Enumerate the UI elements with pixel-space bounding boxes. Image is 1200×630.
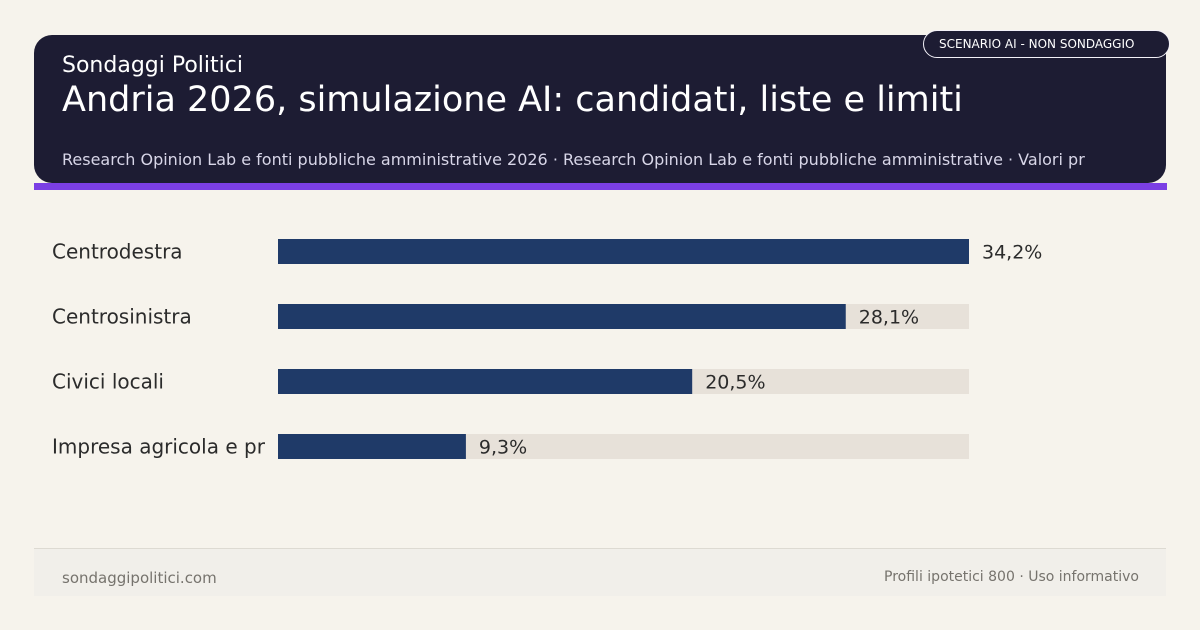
bar-impresa-agricola-e-pr: [278, 434, 466, 459]
scenario-badge: SCENARIO AI - NON SONDAGGIO: [923, 30, 1170, 58]
category-label: Impresa agricola e pr: [52, 435, 266, 459]
footer-site: sondaggipolitici.com: [62, 569, 217, 587]
category-label: Civici locali: [52, 370, 164, 394]
bar-centrosinistra: [278, 304, 846, 329]
value-label: 34,2%: [982, 242, 1042, 264]
header-accent-line: [34, 183, 1167, 190]
footer: sondaggipolitici.com Profili ipotetici 8…: [34, 548, 1166, 596]
value-label: 20,5%: [705, 372, 765, 394]
chart-title: Andria 2026, simulazione AI: candidati, …: [62, 80, 963, 120]
value-label: 28,1%: [859, 307, 919, 329]
category-label: Centrodestra: [52, 240, 183, 264]
bar-civici-locali: [278, 369, 693, 394]
header-banner: Sondaggi Politici Andria 2026, simulazio…: [34, 35, 1166, 183]
value-label: 9,3%: [479, 437, 527, 459]
bar-centrodestra: [278, 239, 969, 264]
chart-subtitle: Research Opinion Lab e fonti pubbliche a…: [62, 150, 1085, 169]
footer-note: Profili ipotetici 800 · Uso informativo: [884, 569, 1139, 585]
brand-name: Sondaggi Politici: [62, 53, 243, 78]
category-label: Centrosinistra: [52, 305, 192, 329]
